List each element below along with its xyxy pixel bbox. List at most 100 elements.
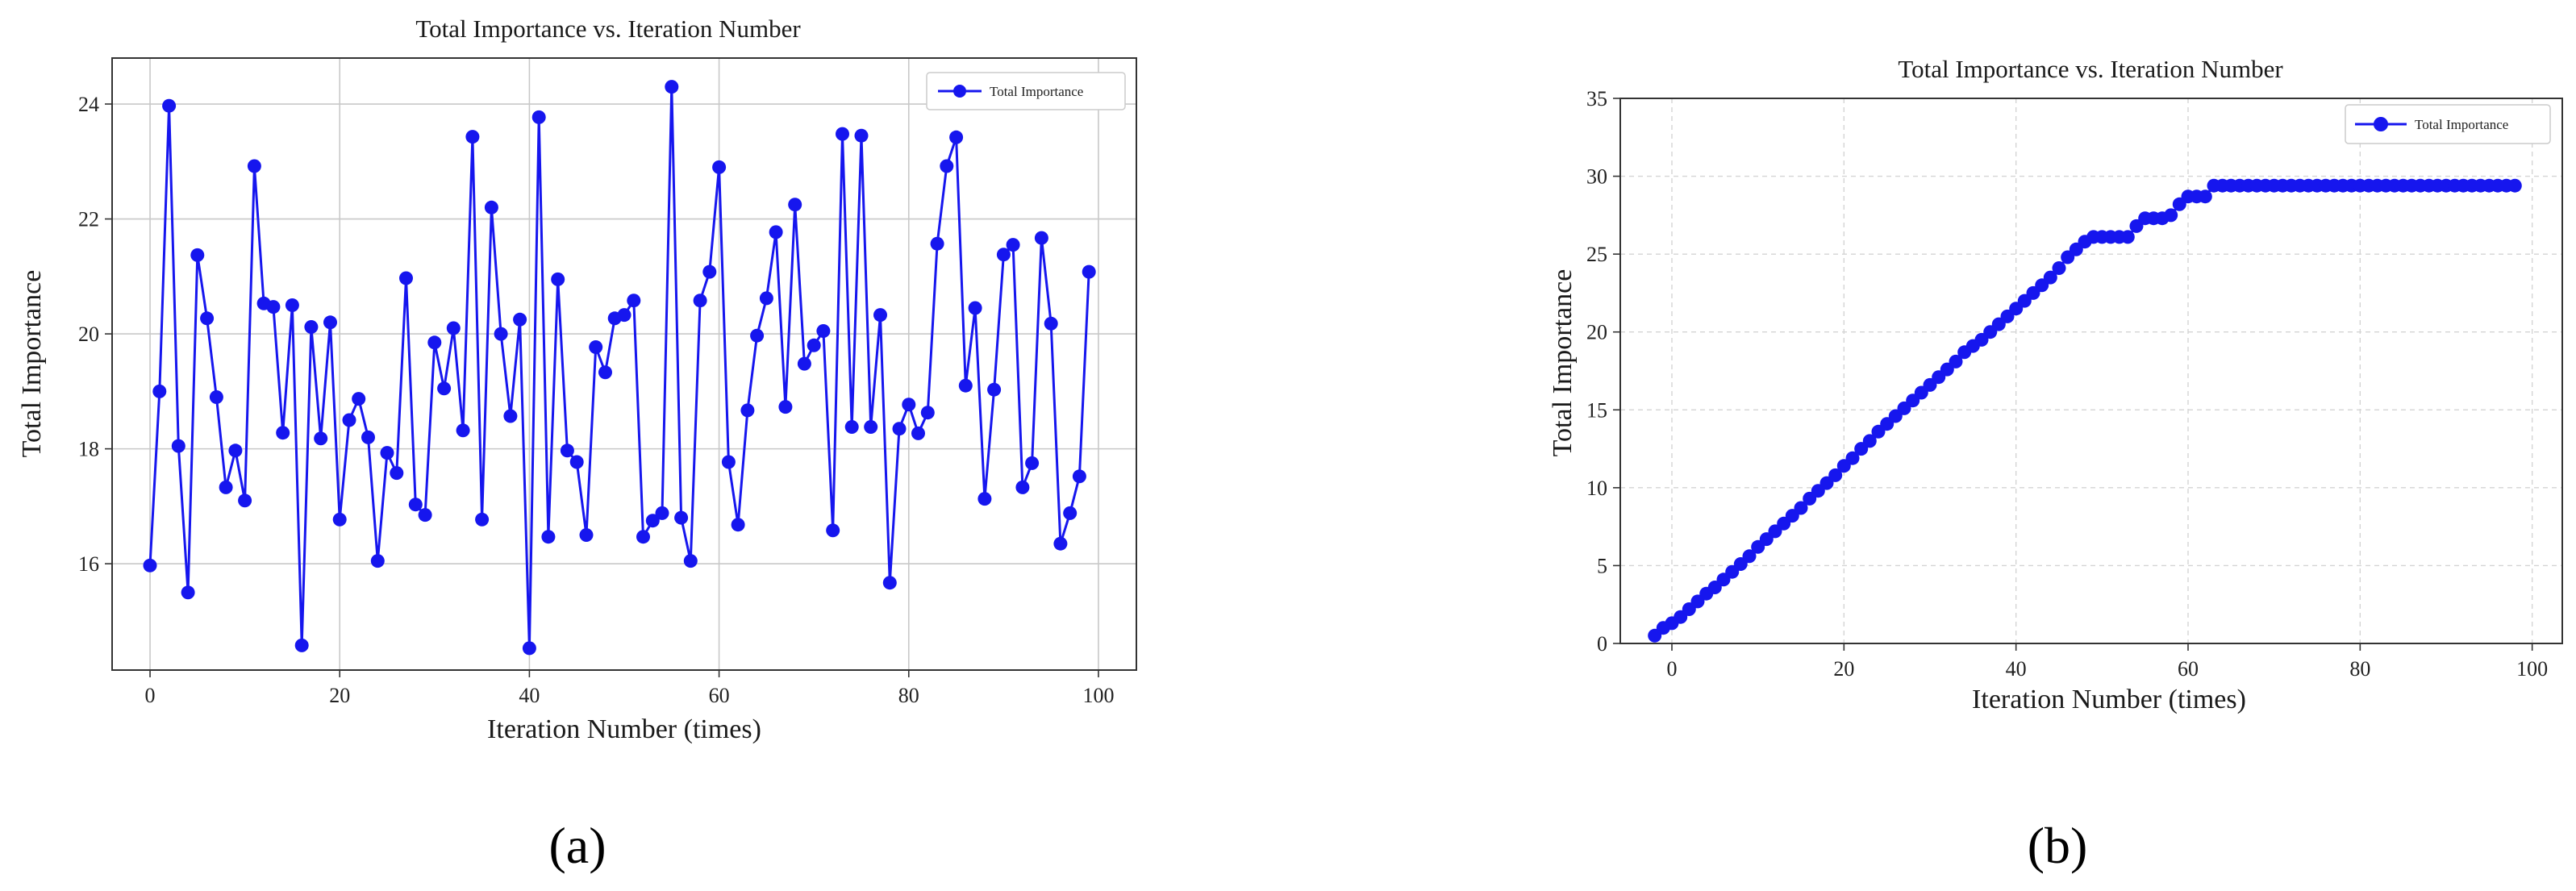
chart-b-x-tick-label: 20 — [1833, 657, 1854, 681]
chart-a-data-point — [636, 530, 650, 544]
chart-b-x-tick-label: 80 — [2349, 657, 2370, 681]
chart-a-data-point — [788, 198, 802, 212]
chart-a-x-tick-label: 80 — [898, 684, 919, 707]
chart-a-data-point — [1053, 536, 1068, 551]
chart-a-data-point — [674, 510, 689, 525]
chart-b-data-point — [1845, 451, 1860, 465]
chart-b-data-point — [1794, 501, 1808, 515]
chart-a-data-point — [427, 335, 442, 350]
chart-a-data-point — [484, 200, 498, 214]
chart-a-x-tick-label: 100 — [1082, 684, 1114, 707]
chart-a-data-point — [446, 321, 461, 335]
chart-a-data-point — [162, 98, 177, 113]
chart-a-data-point — [418, 508, 432, 523]
chart-b-data-point — [2198, 189, 2212, 204]
chart-a-data-point — [778, 400, 793, 414]
chart-b-y-tick-label: 35 — [1586, 87, 1607, 110]
chart-a-data-point — [181, 585, 195, 600]
chart-a-legend: Total Importance — [926, 72, 1126, 110]
chart-a-data-point — [266, 300, 281, 314]
chart-a-data-point — [920, 406, 935, 420]
chart-a-data-point — [465, 130, 480, 144]
chart-a-y-tick-label: 20 — [78, 323, 99, 346]
chart-a-data-point — [219, 480, 233, 494]
chart-a-data-point — [665, 80, 679, 94]
chart-a-data-point — [171, 439, 185, 453]
chart-a-data-point — [238, 493, 252, 508]
chart-b-x-tick-label: 100 — [2516, 657, 2548, 681]
chart-a-data-point — [750, 328, 765, 343]
chart-a-data-point — [380, 446, 394, 460]
chart-a-data-point — [702, 264, 717, 279]
chart-a-data-point — [693, 294, 707, 308]
chart-b-y-tick-label: 10 — [1586, 477, 1607, 500]
chart-b-y-tick-label: 20 — [1586, 321, 1607, 344]
chart-a-data-point — [370, 554, 385, 568]
chart-a-data-point — [864, 420, 878, 434]
chart-b-x-tick-label: 0 — [1667, 657, 1678, 681]
chart-a-data-point — [721, 455, 736, 469]
chart-a-legend-label: Total Importance — [990, 84, 1083, 99]
chart-a-data-point — [304, 320, 319, 334]
chart-a-data-point — [579, 528, 594, 542]
chart-a-data-point — [873, 308, 887, 323]
chart-a-data-point — [797, 356, 811, 371]
chart-a-grid — [112, 58, 1136, 670]
chart-a-data-point — [759, 291, 773, 306]
chart-a-data-point — [940, 159, 954, 173]
chart-a-x-tick-label: 60 — [709, 684, 730, 707]
chart-a-legend-marker — [953, 85, 966, 98]
chart-b-x-tick-label: 60 — [2178, 657, 2199, 681]
chart-a-data-point — [1063, 506, 1078, 520]
chart-a-x-tick-label: 40 — [519, 684, 540, 707]
chart-a-data-point — [683, 554, 698, 568]
panel-label-b: (b) — [2028, 817, 2088, 874]
chart-a-data-point — [826, 523, 840, 538]
chart-b-legend-marker — [2374, 117, 2388, 131]
chart-a-data-point — [987, 382, 1002, 397]
chart-a-data-point — [152, 384, 167, 398]
chart-b-legend: Total Importance — [2345, 104, 2551, 144]
chart-a-data-point — [143, 558, 157, 572]
chart-b-data-point — [1828, 468, 1843, 482]
chart-a-data-point — [323, 315, 337, 330]
chart-a-x-tick-label: 0 — [145, 684, 156, 707]
chart-a-data-point — [655, 506, 669, 520]
chart-a-data-point — [589, 340, 603, 354]
chart-a-data-point — [361, 430, 375, 444]
chart-b-data-point — [1862, 434, 1877, 448]
chart-a-data-point — [598, 365, 612, 380]
chart-a-data-point — [314, 431, 328, 446]
chart-a-data-point — [513, 312, 527, 327]
chart-a-data-point — [617, 308, 631, 323]
chart-a-data-point — [190, 248, 205, 262]
chart-a-y-axis-label: Total Importance — [17, 270, 47, 458]
chart-a-data-point — [294, 638, 309, 652]
chart-a: Total Importance vs. Iteration Number 0 2… — [17, 15, 1137, 744]
chart-a-data-point — [551, 272, 565, 286]
chart-a-data-point — [1034, 231, 1048, 245]
chart-a-data-point — [1082, 264, 1096, 279]
chart-a-data-point — [807, 338, 821, 352]
chart-b-legend-box — [2345, 104, 2551, 144]
chart-a-data-point — [200, 311, 215, 326]
chart-a-y-tick-label: 22 — [78, 208, 99, 231]
chart-a-data-point — [1006, 238, 1020, 252]
chart-a-data-point — [332, 512, 347, 527]
chart-a-data-point — [541, 530, 556, 544]
chart-b-title: Total Importance vs. Iteration Number — [1898, 55, 2283, 83]
chart-a-data-point — [209, 390, 223, 404]
chart-a-data-point — [892, 422, 907, 436]
chart-a-data-point — [854, 128, 869, 143]
chart-b-y-tick-label: 0 — [1597, 632, 1607, 656]
chart-a-data-point — [1072, 469, 1086, 484]
chart-a-data-point — [1015, 480, 1030, 494]
chart-a-data-point — [949, 130, 964, 144]
chart-a-data-point — [740, 403, 755, 418]
chart-a-data-point — [1025, 456, 1040, 470]
chart-b-y-tick-label: 30 — [1586, 165, 1607, 189]
chart-a-data-point — [276, 426, 290, 440]
chart-a-points — [143, 80, 1096, 656]
chart-a-y-tick-label: 16 — [78, 552, 99, 576]
